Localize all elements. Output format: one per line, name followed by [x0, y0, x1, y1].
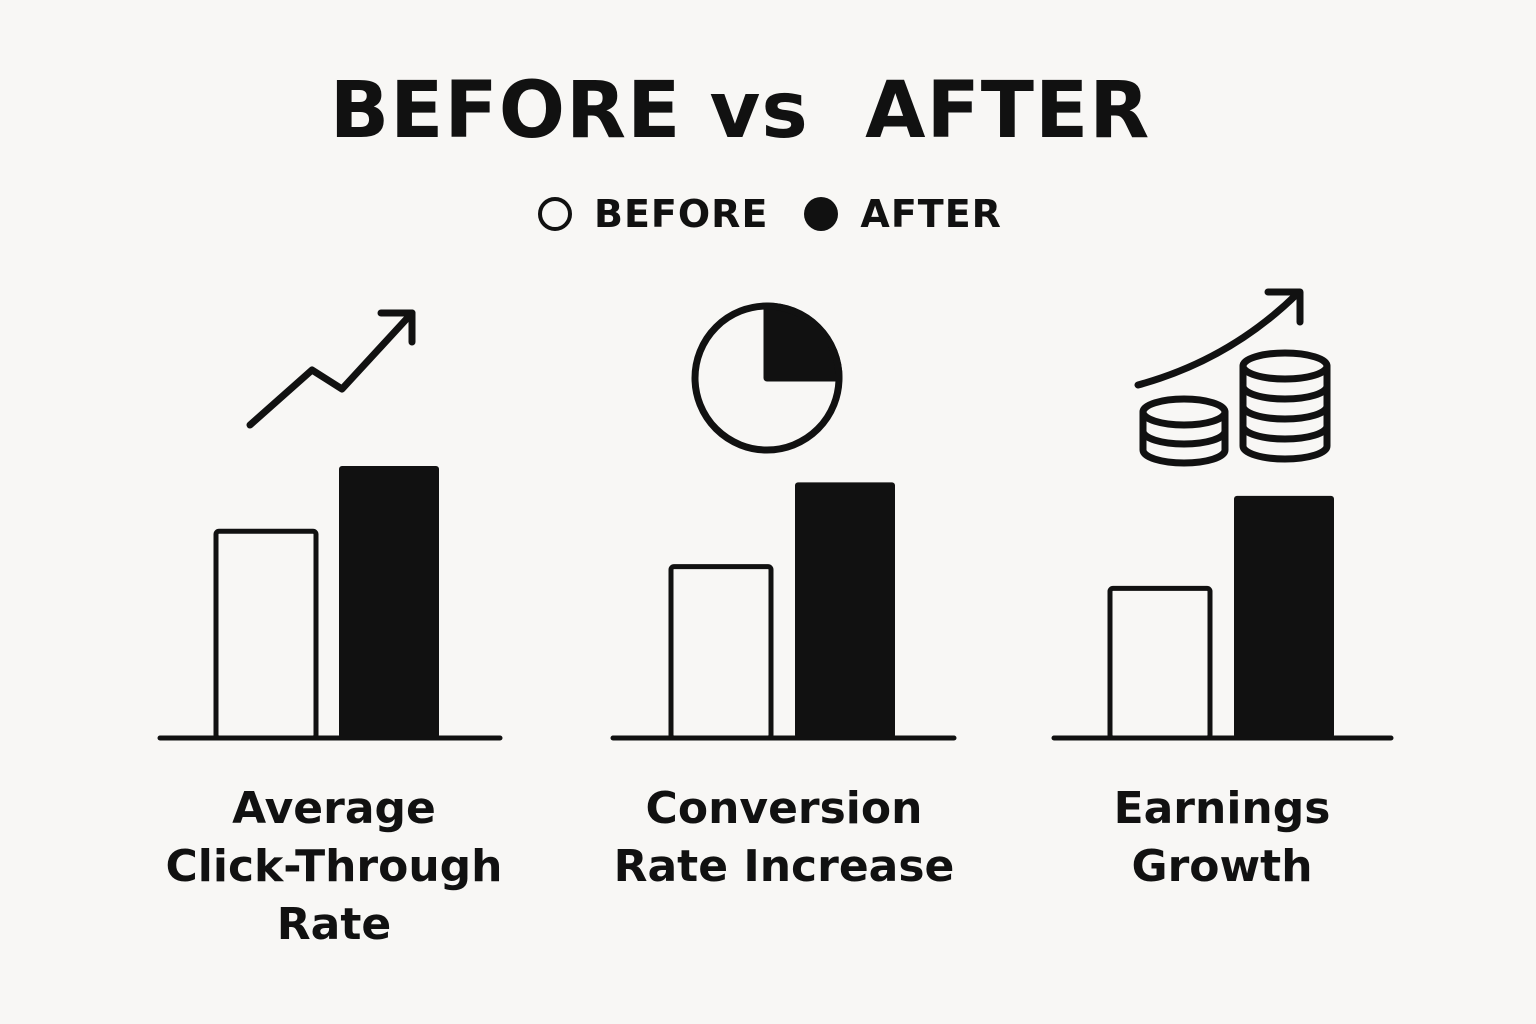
trend-arrow-icon [246, 309, 416, 429]
legend-marker-before [538, 197, 572, 231]
legend: BEFORE AFTER [538, 192, 1038, 236]
bar-after-3 [1234, 495, 1334, 738]
category-label-2-line-2: Rate Increase [613, 841, 955, 892]
coin-stack-small [1139, 395, 1229, 467]
bar-before-1 [213, 528, 319, 741]
bars-layer [213, 466, 1334, 741]
legend-marker-after [804, 197, 839, 231]
bar-after-1 [339, 466, 439, 738]
category-label-1-line-3: Rate [276, 899, 392, 950]
bar-after-2 [795, 482, 895, 738]
pie-icon [691, 302, 843, 454]
coin-stack-large [1239, 349, 1331, 463]
category-label-3: Earnings Growth [1012, 780, 1432, 896]
chart-title: BEFORE vs AFTER [329, 66, 1151, 156]
bar-before-3 [1107, 585, 1213, 741]
category-label-2-line-1: Conversion [645, 783, 923, 834]
category-label-1-line-2: Click-Through [165, 841, 503, 892]
legend-item-before: BEFORE [538, 192, 768, 236]
bar-before-2 [668, 564, 774, 741]
category-label-1: Average Click-Through Rate [124, 780, 544, 954]
category-label-3-line-1: Earnings [1113, 783, 1331, 834]
coins-growth-icon [1134, 288, 1331, 467]
category-label-3-line-2: Growth [1131, 841, 1313, 892]
category-label-1-line-1: Average [232, 783, 436, 834]
category-label-2: Conversion Rate Increase [574, 780, 994, 896]
legend-label-before: BEFORE [594, 192, 769, 236]
legend-item-after: AFTER [804, 192, 1002, 236]
legend-label-after: AFTER [860, 192, 1002, 236]
